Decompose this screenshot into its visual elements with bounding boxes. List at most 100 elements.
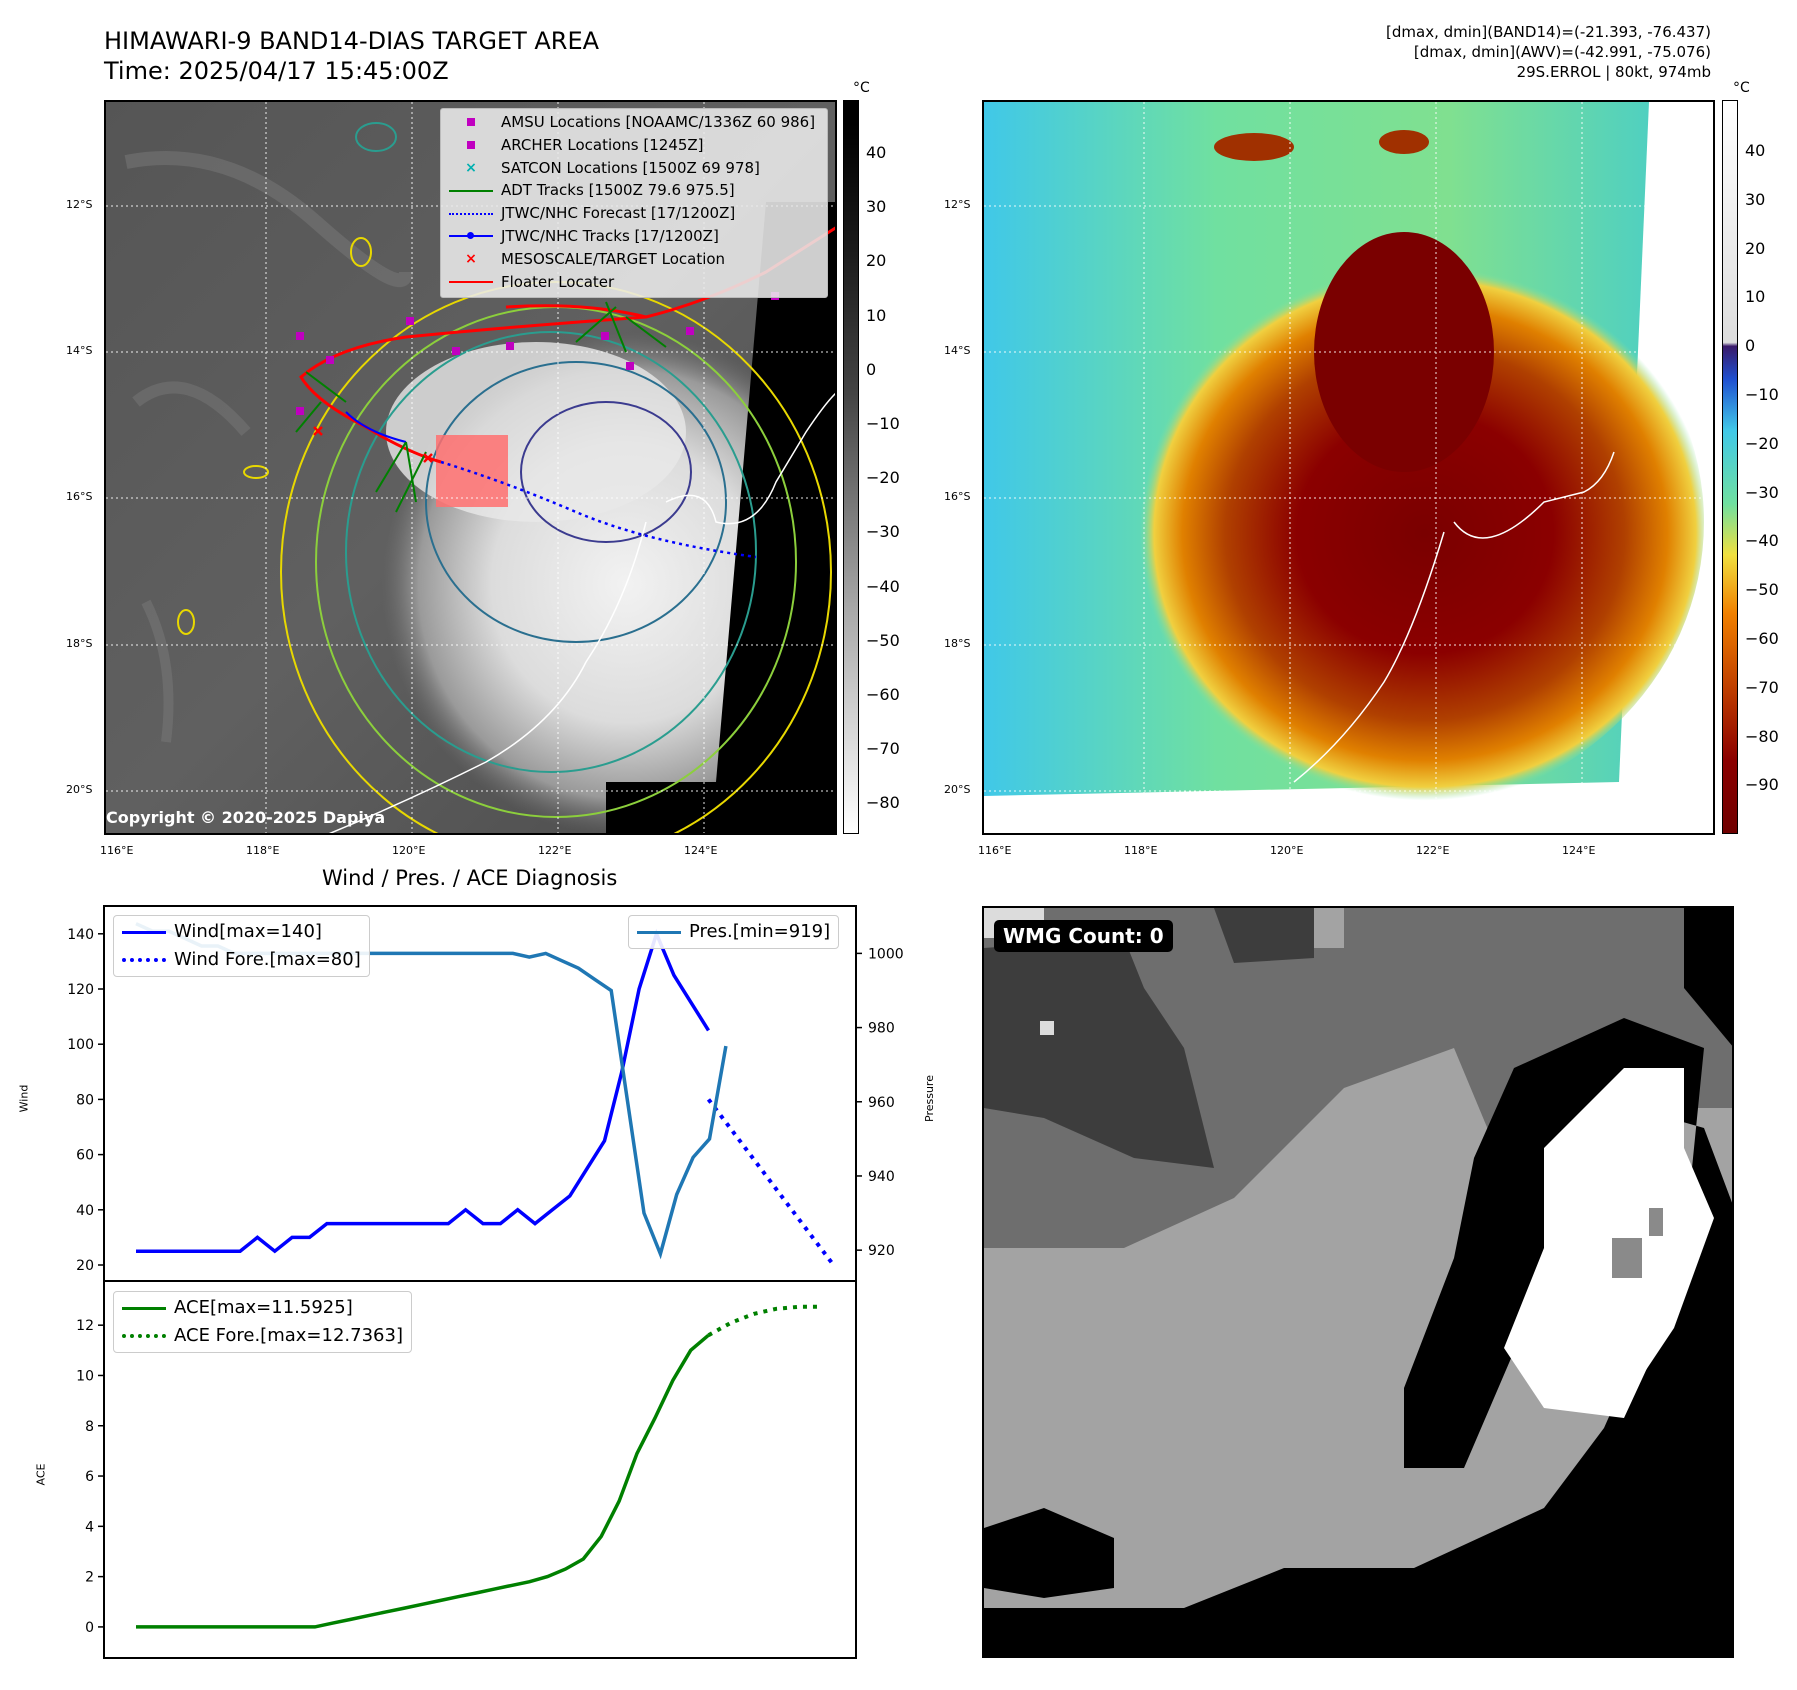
square-marker-icon [449, 115, 493, 129]
solid-line-icon [122, 1301, 166, 1315]
pressure-legend: Pres.[min=919] [628, 915, 840, 949]
left-lat-label: 16°S [66, 490, 93, 503]
map-legend: AMSU Locations [NOAAMC/1336Z 60 986] ARC… [440, 108, 828, 298]
colorbar-right-tick-label: 40 [1745, 141, 1766, 160]
dotted-line-icon [449, 207, 493, 221]
ace-tick-label: 8 [85, 1419, 94, 1435]
legend-item-floater: Floater Locater [449, 271, 819, 294]
colorbar-left-tick-label: −70 [866, 739, 900, 759]
right-lat-label: 14°S [944, 344, 971, 357]
left-lon-label: 116°E [100, 844, 134, 857]
ace-tick-label: 10 [76, 1368, 94, 1384]
wind-tick-label: 60 [76, 1148, 94, 1164]
left-lat-label: 18°S [66, 637, 93, 650]
legend-item-adt: ADT Tracks [1500Z 79.6 975.5] [449, 179, 819, 202]
colorbar-left-tick-label: 30 [866, 197, 887, 217]
title-line-2: Time: 2025/04/17 15:45:00Z [104, 57, 449, 85]
colorbar-right-tick-label: −10 [1745, 385, 1779, 404]
colorbar-left-tick-label: 40 [866, 143, 887, 162]
enhanced-ir-map-image [984, 102, 1713, 833]
ace-tick-label: 4 [85, 1519, 94, 1535]
line-dot-marker-icon [449, 229, 493, 243]
x-marker-icon: × [465, 251, 477, 268]
wmg-panel [982, 906, 1734, 1658]
colorbar-right [1722, 100, 1738, 834]
colorbar-right-unit: °C [1733, 80, 1750, 96]
legend-wind: Wind[max=140] [174, 921, 322, 942]
wind-legend: Wind[max=140] Wind Fore.[max=80] [113, 915, 370, 977]
ace-legend: ACE[max=11.5925] ACE Fore.[max=12.7363] [113, 1291, 412, 1353]
line-marker-icon [449, 275, 493, 289]
legend-item-jtwc-forecast: JTWC/NHC Forecast [17/1200Z] [449, 202, 819, 225]
right-lat-label: 16°S [944, 490, 971, 503]
colorbar-right-tick-label: −60 [1745, 629, 1779, 648]
ace-tick-label: 6 [85, 1469, 94, 1485]
legend-item-satcon: × SATCON Locations [1500Z 69 978] [449, 157, 819, 180]
legend-ace-fore: ACE Fore.[max=12.7363] [174, 1325, 403, 1346]
copyright-notice: Copyright © 2020-2025 Dapiya [106, 808, 386, 827]
right-lat-label: 12°S [944, 198, 971, 211]
left-lon-label: 122°E [538, 844, 572, 857]
colorbar-right-tick-label: −80 [1745, 726, 1779, 746]
legend-item-mesoscale: × MESOSCALE/TARGET Location [449, 248, 819, 271]
storm-info: [dmax, dmin](BAND14)=(-21.393, -76.437) … [1386, 22, 1711, 82]
dotted-line-icon [122, 1329, 166, 1343]
pressure-tick-label: 920 [868, 1243, 895, 1259]
pressure-tick-label: 980 [868, 1021, 895, 1037]
colorbar-right-tick-label: −20 [1745, 433, 1779, 453]
solid-line-icon [637, 925, 681, 939]
colorbar-right-tick-label: 30 [1745, 189, 1766, 209]
right-lat-label: 18°S [944, 637, 971, 650]
legend-wind-fore: Wind Fore.[max=80] [174, 949, 361, 970]
left-lat-label: 20°S [66, 783, 93, 796]
colorbar-left-tick-label: 0 [866, 359, 877, 379]
square-marker-icon [449, 138, 493, 152]
line-marker-icon [449, 184, 493, 198]
colorbar-left-tick-label: −40 [866, 576, 900, 596]
pressure-tick-label: 960 [868, 1095, 895, 1111]
diagnosis-title: Wind / Pres. / ACE Diagnosis [322, 866, 618, 890]
band14-range: [dmax, dmin](BAND14)=(-21.393, -76.437) [1386, 23, 1711, 41]
solid-line-icon [122, 925, 166, 939]
wind-tick-label: 100 [67, 1037, 94, 1053]
right-lon-label: 124°E [1562, 844, 1596, 857]
colorbar-left-tick-label: −60 [866, 685, 900, 704]
wind-tick-label: 140 [67, 927, 94, 943]
wind-tick-label: 20 [76, 1258, 94, 1274]
left-lon-label: 118°E [246, 844, 280, 857]
right-lon-label: 116°E [978, 844, 1012, 857]
colorbar-left-tick-label: 20 [866, 251, 887, 271]
wind-tick-label: 120 [67, 982, 94, 998]
ace-tick-label: 0 [85, 1620, 94, 1636]
legend-item-amsu: AMSU Locations [NOAAMC/1336Z 60 986] [449, 111, 819, 134]
colorbar-right-tick-label: −40 [1745, 531, 1779, 551]
right-lon-label: 118°E [1124, 844, 1158, 857]
colorbar-left [843, 100, 859, 834]
wmg-image [984, 908, 1732, 1656]
colorbar-left-tick-label: −10 [866, 414, 900, 433]
colorbar-left-tick-label: −50 [866, 630, 900, 650]
wind-tick-label: 80 [76, 1092, 94, 1108]
legend-item-jtwc-tracks: JTWC/NHC Tracks [17/1200Z] [449, 225, 819, 248]
colorbar-left-tick-label: −20 [866, 468, 900, 488]
colorbar-left-tick-label: −30 [866, 522, 900, 542]
left-lon-label: 120°E [392, 844, 426, 857]
left-lon-label: 124°E [684, 844, 718, 857]
left-lat-label: 12°S [66, 198, 93, 211]
dotted-line-icon [122, 953, 166, 967]
legend-pres: Pres.[min=919] [689, 921, 831, 942]
colorbar-left-tick-label: 10 [866, 305, 887, 325]
pressure-tick-label: 940 [868, 1169, 895, 1185]
ace-forecast-line [707, 1304, 822, 1337]
colorbar-left-tick-label: −80 [866, 793, 900, 813]
storm-summary: 29S.ERROL | 80kt, 974mb [1516, 63, 1711, 81]
colorbar-right-tick-label: −30 [1745, 482, 1779, 502]
wmg-count-badge: WMG Count: 0 [994, 920, 1173, 952]
plot-title: HIMAWARI-9 BAND14-DIAS TARGET AREA Time: … [104, 26, 599, 86]
colorbar-left-unit: °C [853, 80, 870, 96]
ace-tick-label: 12 [76, 1318, 94, 1334]
colorbar-right-tick-label: 20 [1745, 238, 1766, 258]
pressure-tick-label: 1000 [868, 946, 904, 962]
colorbar-right-tick-label: −50 [1745, 580, 1779, 600]
x-marker-icon: × [465, 159, 477, 176]
